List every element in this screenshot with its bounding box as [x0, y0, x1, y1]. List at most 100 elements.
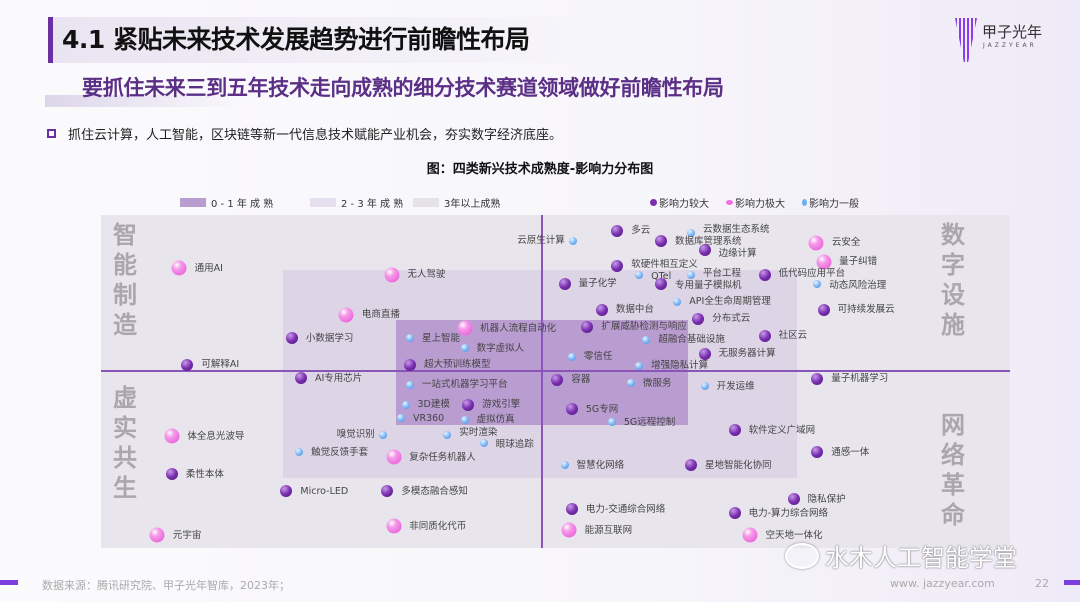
- data-point-general: [568, 236, 577, 245]
- data-point-large: [595, 303, 608, 316]
- data-point-extreme: [561, 522, 577, 538]
- data-point-general: [673, 297, 682, 306]
- page-subtitle: 要抓住未来三到五年技术走向成熟的细分技术赛道领域做好前瞻性布局: [82, 76, 724, 100]
- data-point-label: 机器人流程自动化: [480, 322, 557, 334]
- data-point-label: 数据库管理系统: [674, 235, 742, 247]
- data-point-general: [686, 270, 695, 279]
- data-point-large: [404, 358, 417, 371]
- data-point-label: 触觉反馈手套: [311, 446, 369, 458]
- data-point-label: 5G远程控制: [623, 416, 676, 428]
- legend-impact-extreme: 影响力极大: [726, 195, 785, 210]
- data-point-label: 虚拟仿真: [476, 414, 515, 426]
- data-point-large: [565, 403, 578, 416]
- data-point-general: [396, 414, 405, 423]
- legend-label: 影响力极大: [735, 199, 785, 210]
- data-point-label: 能源互联网: [584, 524, 633, 536]
- data-point-extreme: [164, 428, 180, 444]
- data-point-large: [581, 320, 594, 333]
- data-point-label: 柔性本体: [185, 468, 224, 480]
- data-point-large: [285, 332, 298, 345]
- data-point-label: 电商直播: [361, 309, 400, 321]
- data-point-label: 体全息光波导: [187, 430, 245, 442]
- watermark: 水木人工智能学堂: [785, 538, 1017, 573]
- data-point-label: 云安全: [831, 237, 861, 249]
- data-point-large: [565, 503, 578, 516]
- footer-accent-right: [1064, 580, 1080, 585]
- legend-label: 影响力较大: [659, 199, 709, 210]
- legend-swatch: [310, 198, 336, 207]
- data-point-label: 量子机器学习: [831, 373, 889, 385]
- data-point-label: 3D建模: [417, 399, 450, 411]
- data-point-extreme: [457, 320, 473, 336]
- data-point-general: [560, 461, 569, 470]
- data-point-large: [811, 446, 824, 459]
- data-point-label: 嗅觉识别: [336, 429, 375, 441]
- data-point-large: [811, 372, 824, 385]
- wechat-icon: [785, 542, 819, 569]
- watermark-text: 水木人工智能学堂: [825, 544, 1017, 572]
- data-point-general: [406, 380, 415, 389]
- data-point-large: [294, 372, 307, 385]
- data-point-label: 超大预训练模型: [424, 359, 491, 371]
- data-point-large: [611, 259, 624, 272]
- quadrant-label-top-left: 智能制造: [113, 221, 137, 339]
- data-point-extreme: [386, 518, 402, 534]
- data-point-label: 5G专网: [585, 403, 619, 415]
- page-title: 4.1 紧贴未来技术发展趋势进行前瞻性布局: [62, 25, 530, 54]
- data-point-extreme: [338, 307, 354, 323]
- data-point-label: 云原生计算: [517, 235, 565, 247]
- data-point-label: VR360: [412, 412, 445, 424]
- data-point-extreme: [386, 449, 402, 465]
- data-point-label: 多云: [631, 225, 651, 237]
- data-point-label: 量子化学: [578, 278, 617, 290]
- data-point-general: [700, 382, 709, 391]
- data-point-label: API全生命周期管理: [689, 296, 771, 308]
- data-point-general: [635, 361, 644, 370]
- legend-mature-2-3: 2 - 3 年 成 熟: [310, 195, 403, 210]
- data-point-large: [654, 234, 667, 247]
- data-point-label: 数字虚拟人: [476, 342, 525, 354]
- data-point-label: 实时渲染: [459, 427, 498, 439]
- data-point-large: [758, 268, 771, 281]
- data-point-general: [607, 418, 616, 427]
- data-point-general: [626, 379, 635, 388]
- data-point-label: AI专用芯片: [314, 372, 363, 384]
- legend-label: 0 - 1 年 成 熟: [211, 199, 274, 210]
- data-point-label: 复杂任务机器人: [409, 451, 476, 463]
- data-point-label: 星上智能: [422, 332, 461, 344]
- data-point-label: 一站式机器学习平台: [422, 379, 508, 391]
- data-point-extreme: [742, 527, 758, 543]
- quadrant-label-bottom-left: 虚实共生: [113, 384, 137, 502]
- title-background: [53, 17, 613, 63]
- data-point-label: 智慧化网络: [576, 459, 625, 471]
- data-point-general: [401, 400, 410, 409]
- data-point-general: [460, 415, 469, 424]
- quadrant-label-bottom-right: 网络革命: [941, 411, 965, 529]
- data-point-large: [280, 485, 293, 498]
- horizontal-axis-line: [101, 370, 1010, 372]
- data-point-label: 超融合基础设施: [658, 334, 725, 346]
- data-point-general: [378, 430, 387, 439]
- website-link[interactable]: www. jazzyear.com: [890, 577, 995, 590]
- data-point-label: 量子纠错: [839, 256, 878, 268]
- data-point-label: 扩展威胁检测与响应: [601, 321, 687, 333]
- data-point-label: 增强隐私计算: [651, 360, 709, 372]
- legend-label: 2 - 3 年 成 熟: [341, 199, 404, 210]
- data-point-general: [686, 228, 695, 237]
- data-source: 数据来源：腾讯研究院、甲子光年智库，2023年；: [42, 579, 290, 592]
- data-point-label: 低代码应用平台: [778, 268, 846, 280]
- bullet-text: 抓住云计算，人工智能，区块链等新一代信息技术赋能产业机会，夯实数字经济底座。: [68, 128, 563, 143]
- data-point-label: 软件定义广域网: [748, 424, 816, 436]
- data-point-label: 动态风险治理: [829, 280, 887, 292]
- data-point-label: 微服务: [642, 377, 672, 389]
- chart-title: 图：四类新兴技术成熟度-影响力分布图: [426, 162, 654, 177]
- data-point-large: [817, 303, 830, 316]
- data-point-label: 分布式云: [712, 313, 751, 325]
- data-point-large: [698, 347, 711, 360]
- data-point-large: [462, 398, 475, 411]
- data-point-label: 数据中台: [615, 304, 654, 316]
- data-point-large: [381, 485, 394, 498]
- data-point-label: 星地智能化协同: [704, 459, 772, 471]
- data-point-label: QTel: [651, 270, 672, 282]
- data-point-large: [654, 277, 667, 290]
